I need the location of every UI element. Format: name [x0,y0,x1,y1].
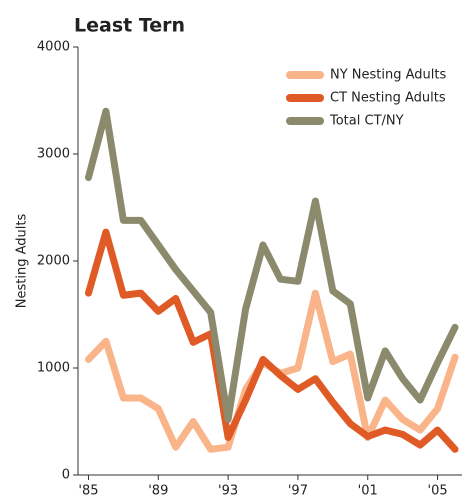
x-tick-label: '01 [358,484,378,499]
series-line [84,228,459,453]
x-tick-label: '89 [148,484,168,499]
series-line [84,107,459,423]
y-tick-label: 3000 [37,147,70,162]
y-tick-label: 0 [62,468,70,483]
y-tick-label: 1000 [37,361,70,376]
y-tick-label: 4000 [37,40,70,55]
y-axis-label: Nesting Adults [15,214,30,309]
x-tick-label: '97 [288,484,308,499]
x-tick-label: '85 [78,484,98,499]
x-tick-label: '05 [428,484,448,499]
legend-label: Total CT/NY [329,114,404,129]
x-tick-label: '93 [218,484,238,499]
chart-title: Least Tern [74,15,185,37]
legend-label: NY Nesting Adults [330,68,446,83]
legend-label: CT Nesting Adults [330,91,446,106]
y-tick-label: 2000 [37,254,70,269]
